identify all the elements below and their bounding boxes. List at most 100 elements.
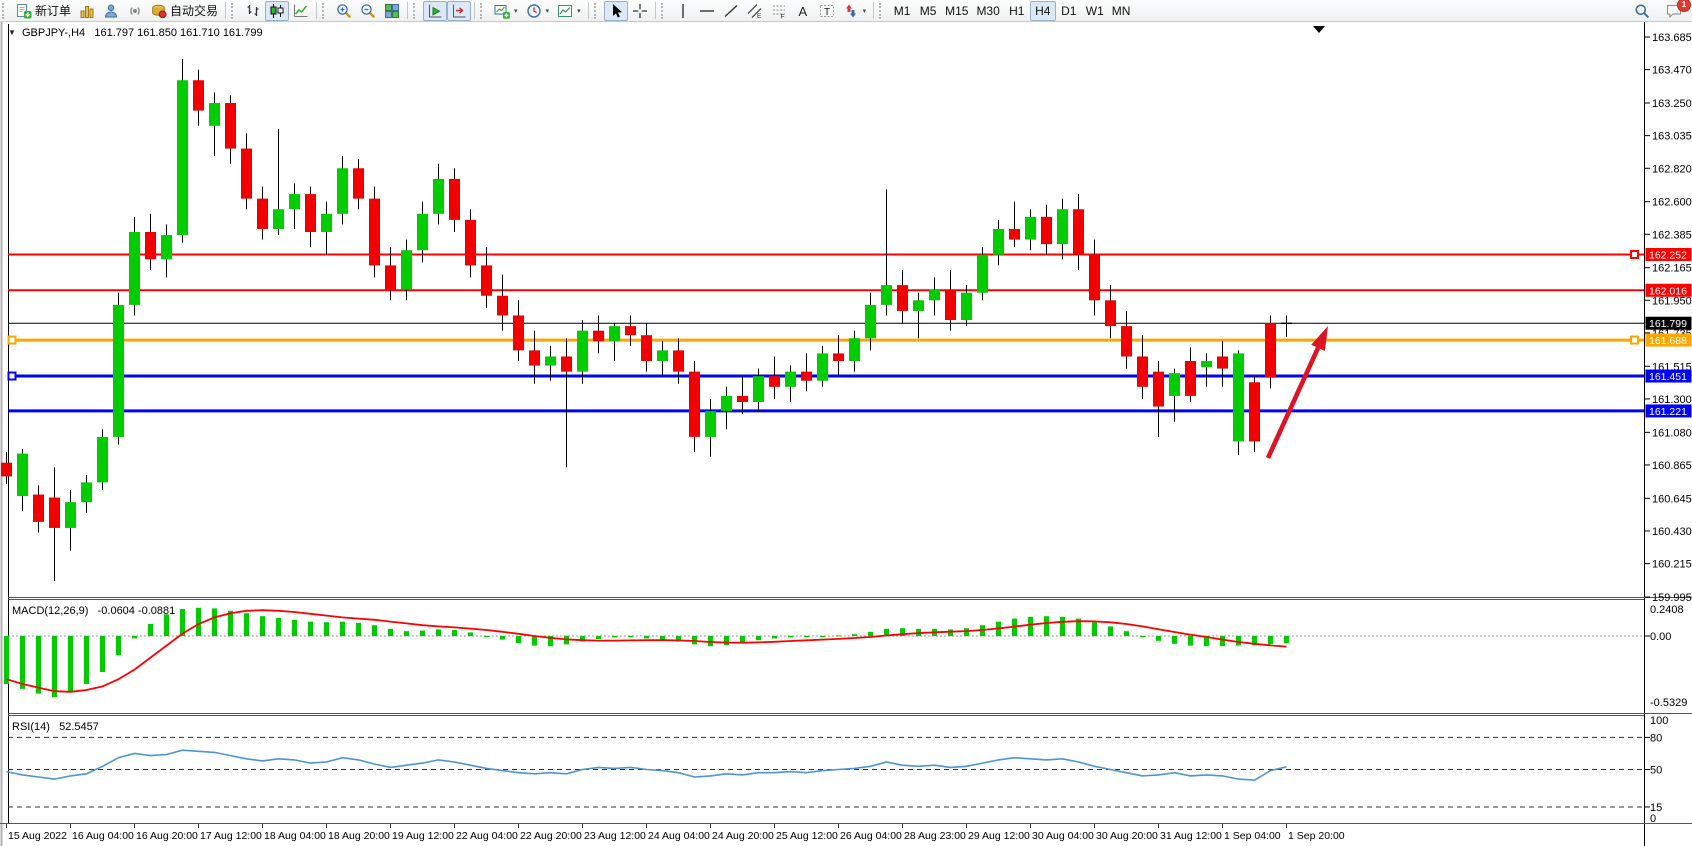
price-tick-label: 160.215 <box>1652 559 1692 571</box>
toolbar-separator <box>873 2 875 19</box>
toolbar-grip[interactable] <box>322 2 329 19</box>
equidistant-channel-button[interactable]: E <box>743 1 767 21</box>
tf-m30-button[interactable]: M30 <box>972 1 1003 21</box>
toolbar: 新订单 自动交易 ▾ ▾ ▾ E F A T ▾ M1 M5 M15 M30 H1 H4 D1 W1 MN 1 <box>0 0 1692 22</box>
price-tick-label: 162.600 <box>1652 197 1692 209</box>
time-axis: 15 Aug 2022 16 Aug 04:00 16 Aug 20:00 17 Au… <box>6 824 1345 842</box>
chevron-down-icon[interactable]: ▾ <box>862 7 867 15</box>
new-chart-button[interactable]: ▾ <box>490 1 522 21</box>
time-tick-label: 28 Aug 23:00 <box>904 830 966 842</box>
toolbar-grip[interactable] <box>593 2 601 19</box>
annotation-arrow[interactable] <box>1265 326 1328 459</box>
time-tick-label: 18 Aug 04:00 <box>264 830 326 842</box>
autotrading-button-label: 自动交易 <box>170 4 219 18</box>
price-tick-label: 159.995 <box>1652 592 1692 604</box>
svg-text:100: 100 <box>1650 715 1668 727</box>
bar-chart-button[interactable] <box>241 1 265 21</box>
line-anchor <box>7 371 17 381</box>
market-watch-button[interactable] <box>75 1 99 21</box>
chevron-down-icon[interactable]: ▾ <box>514 7 518 15</box>
chart-canvas[interactable]: 163.685 163.470 163.250 163.035 162.820 162.6… <box>0 22 1692 846</box>
chart-window: 163.685 163.470 163.250 163.035 162.820 162.6… <box>0 22 1692 846</box>
tf-m30-button-label: M30 <box>976 3 1000 18</box>
time-tick-label: 29 Aug 12:00 <box>968 830 1030 842</box>
zoom-in-icon <box>337 3 352 18</box>
toolbar-separator <box>316 2 318 19</box>
toolbar-grip[interactable] <box>660 2 668 19</box>
tf-m5-button[interactable]: M5 <box>915 1 941 21</box>
tf-m1-button[interactable]: M1 <box>889 1 915 21</box>
tf-h1-button[interactable]: H1 <box>1004 1 1030 21</box>
text-label-button[interactable]: T <box>815 1 839 21</box>
autotrading-icon <box>152 4 167 18</box>
periods-button[interactable]: ▾ <box>522 1 554 21</box>
signals-button[interactable] <box>123 1 147 21</box>
toolbar-grip[interactable] <box>2 2 9 19</box>
svg-text:-0.5329: -0.5329 <box>1650 697 1687 709</box>
chevron-down-icon[interactable]: ▾ <box>577 7 581 15</box>
price-tick-label: 161.080 <box>1652 427 1692 439</box>
toolbar-grip[interactable] <box>480 2 487 19</box>
trendline-button[interactable] <box>719 1 743 21</box>
toolbar-grip[interactable] <box>231 2 238 19</box>
tf-mn-button-label: MN <box>1111 3 1131 18</box>
autotrading-button[interactable]: 自动交易 <box>147 1 222 21</box>
new-chart-icon <box>494 4 510 19</box>
new-order-button-label: 新订单 <box>35 4 72 18</box>
svg-text:0.2408: 0.2408 <box>1650 604 1684 616</box>
time-tick-label: 23 Aug 12:00 <box>584 830 646 842</box>
tile-windows-button[interactable] <box>380 1 404 21</box>
svg-text:0.00: 0.00 <box>1650 631 1671 643</box>
chevron-down-icon[interactable]: ▾ <box>545 7 550 15</box>
chart-shift-button[interactable] <box>447 0 472 21</box>
price-tick-label: 162.385 <box>1652 229 1692 241</box>
toolbar-grip[interactable] <box>879 2 886 19</box>
time-tick-label: 26 Aug 04:00 <box>840 830 902 842</box>
time-tick-label: 22 Aug 04:00 <box>456 830 518 842</box>
arrows-button[interactable]: ▾ <box>839 1 871 21</box>
search-button[interactable] <box>1630 1 1654 21</box>
rsi-line <box>6 749 1287 782</box>
svg-text:0: 0 <box>1650 813 1656 825</box>
price-tick-label: 163.470 <box>1652 65 1692 77</box>
price-tag-162.016: 162.016 <box>1649 285 1687 297</box>
templates-button[interactable]: ▾ <box>553 1 585 21</box>
tf-m15-button[interactable]: M15 <box>941 1 972 21</box>
vertical-line-button[interactable] <box>671 1 695 21</box>
time-tick-label: 22 Aug 20:00 <box>520 830 582 842</box>
horizontal-line-button[interactable] <box>695 1 719 21</box>
candlestick-chart-button[interactable] <box>265 0 290 21</box>
tf-d1-button[interactable]: D1 <box>1056 1 1082 21</box>
bars-icon <box>247 4 259 16</box>
toolbar-separator <box>474 2 476 19</box>
tf-m15-button-label: M15 <box>945 3 969 18</box>
tf-h4-button[interactable]: H4 <box>1029 0 1056 21</box>
fibo-icon: F <box>772 5 785 19</box>
tf-w1-button[interactable]: W1 <box>1082 1 1108 21</box>
navigator-button[interactable] <box>99 1 123 21</box>
hline-icon <box>699 9 714 12</box>
price-tick-label: 160.430 <box>1652 526 1692 538</box>
zoom-in-button[interactable] <box>332 1 356 21</box>
channel-icon: E <box>747 3 762 19</box>
time-tick-label: 17 Aug 12:00 <box>200 830 262 842</box>
toolbar-grip[interactable] <box>413 2 420 19</box>
price-tick-label: 161.300 <box>1652 394 1692 406</box>
horizontal-lines[interactable] <box>7 249 1644 413</box>
search-icon <box>1635 4 1650 18</box>
toolbar-separator <box>587 2 589 19</box>
text-button[interactable]: A <box>791 1 815 21</box>
tf-mn-button[interactable]: MN <box>1108 1 1135 21</box>
line-chart-button[interactable] <box>289 1 313 21</box>
zoom-out-button[interactable] <box>356 1 380 21</box>
candlesticks <box>1 59 1292 582</box>
tf-d1-button-label: D1 <box>1061 3 1077 18</box>
crosshair-button[interactable] <box>628 1 652 21</box>
line-anchor <box>1630 249 1639 259</box>
cursor-button[interactable] <box>603 0 628 21</box>
auto-scroll-button[interactable] <box>423 0 448 21</box>
fibonacci-button[interactable]: F <box>767 1 791 21</box>
price-tag-161.799: 161.799 <box>1649 318 1687 330</box>
new-order-button[interactable]: 新订单 <box>12 1 75 21</box>
chat-button[interactable]: 1 <box>1662 0 1691 21</box>
